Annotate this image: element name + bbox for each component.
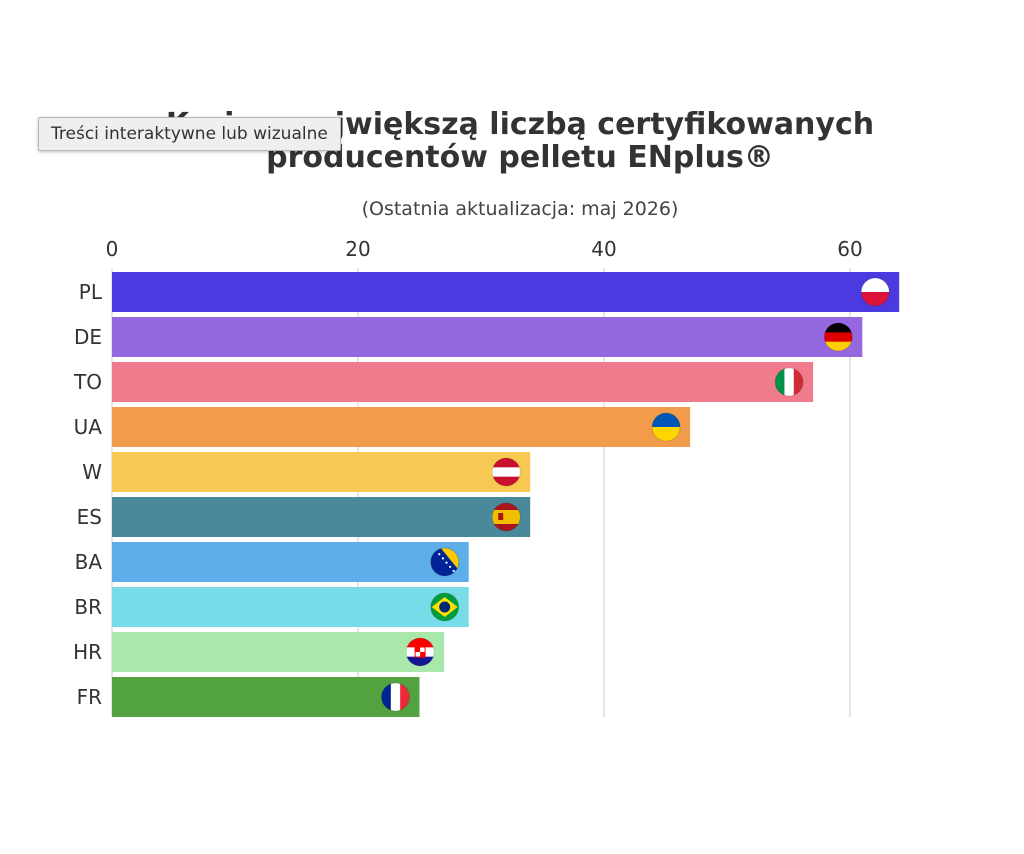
x-tick-label: 60	[837, 237, 862, 261]
flag-bosnia-icon	[430, 547, 460, 577]
category-label: FR	[77, 685, 103, 709]
category-label: HR	[73, 640, 102, 664]
category-label: UA	[74, 415, 103, 439]
category-label: W	[82, 460, 102, 484]
flags	[381, 277, 890, 712]
flag-france-icon	[381, 682, 410, 712]
flag-spain-icon	[491, 502, 521, 532]
bar-to[interactable]	[112, 362, 814, 402]
bar-hr[interactable]	[112, 632, 445, 672]
bar-ua[interactable]	[112, 407, 691, 447]
category-label: ES	[77, 505, 102, 529]
chart-subtitle: (Ostatnia aktualizacja: maj 2026)	[361, 198, 679, 220]
flag-italy-icon	[774, 367, 804, 397]
x-tick-label: 0	[106, 237, 119, 261]
category-labels: PL DE TO UA W ES BA BR HR FR	[73, 280, 103, 709]
bar-de[interactable]	[112, 317, 863, 357]
bar-ba[interactable]	[112, 542, 469, 582]
bar-es[interactable]	[112, 497, 531, 537]
tooltip: Treści interaktywne lub wizualne	[38, 117, 341, 151]
flag-poland-icon	[860, 277, 890, 307]
x-tick-label: 40	[591, 237, 616, 261]
flag-ukraine-icon	[651, 412, 681, 442]
category-label: PL	[79, 280, 103, 304]
category-label: DE	[74, 325, 102, 349]
bar-br[interactable]	[112, 587, 469, 627]
bar-w[interactable]	[112, 452, 531, 492]
flag-austria-icon	[491, 457, 521, 487]
flag-brazil-icon	[430, 592, 460, 622]
x-axis-ticks: 0 20 40 60	[106, 237, 863, 261]
bar-pl[interactable]	[112, 272, 900, 312]
bar-fr[interactable]	[112, 677, 420, 717]
category-label: BA	[75, 550, 103, 574]
x-tick-label: 20	[345, 237, 370, 261]
bars	[112, 272, 900, 717]
category-label: TO	[73, 370, 102, 394]
flag-germany-icon	[823, 322, 853, 352]
category-label: BR	[74, 595, 102, 619]
flag-croatia-icon	[405, 637, 435, 667]
